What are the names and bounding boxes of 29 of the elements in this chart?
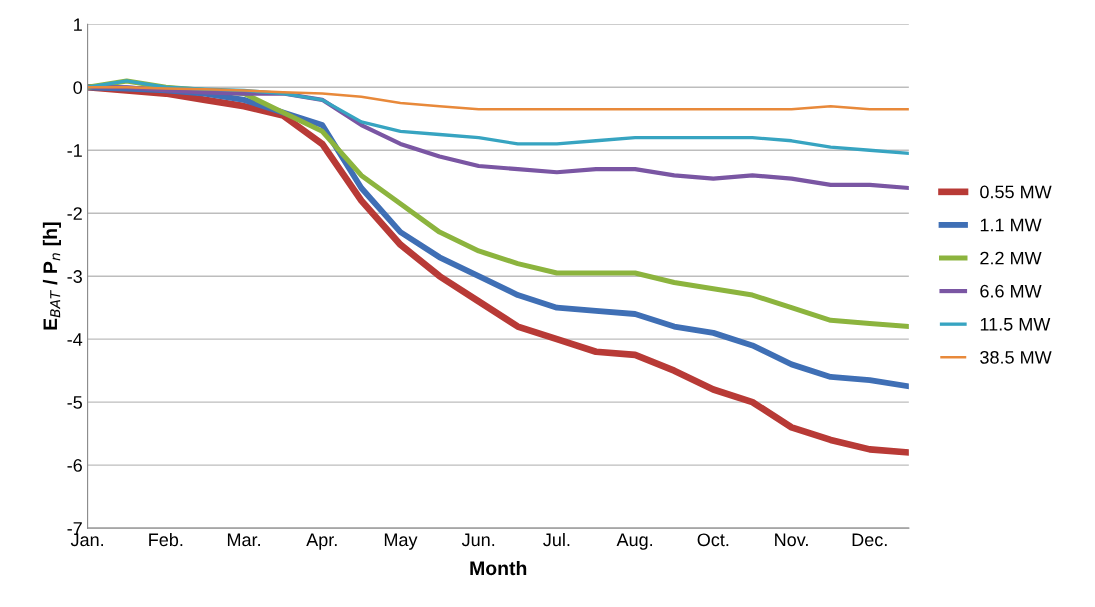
y-tick-label: -5 xyxy=(67,396,82,409)
y-tick-label: -1 xyxy=(67,144,82,157)
x-tick-label: Jul. xyxy=(543,532,570,547)
y-tick-label: -6 xyxy=(67,459,82,472)
legend-label: 2.2 MW xyxy=(980,251,1042,265)
y-tick-label: -3 xyxy=(67,270,82,283)
x-tick-label: Apr. xyxy=(306,533,337,550)
x-tick-label: May xyxy=(384,533,418,550)
legend-label: 6.6 MW xyxy=(980,284,1042,298)
x-tick-label: Jan. xyxy=(70,533,104,547)
x-tick-label: Feb. xyxy=(149,532,183,547)
legend-label: 0.55 MW xyxy=(980,185,1052,199)
y-tick-label: -4 xyxy=(67,333,83,346)
x-axis-title: Month xyxy=(470,560,527,576)
x-tick-label: Aug. xyxy=(616,533,653,550)
y-tick-label: 1 xyxy=(74,18,82,31)
x-tick-label: Dec. xyxy=(852,533,887,547)
x-tick-label: Mar. xyxy=(227,533,260,547)
x-tick-label: Nov. xyxy=(775,533,808,547)
legend-label: 11.5 MW xyxy=(980,318,1051,331)
legend-label: 1.1 MW xyxy=(980,218,1042,232)
y-tick-label: 0 xyxy=(73,81,83,94)
legend-label: 38.5 MW xyxy=(980,350,1052,364)
x-tick-label: Jun. xyxy=(461,533,495,547)
y-axis-title: E$_{BAT}$ / P$_{n}$ [h] xyxy=(42,222,61,330)
y-tick-label: -2 xyxy=(67,207,82,220)
x-tick-label: Oct. xyxy=(697,533,729,547)
y-tick-label: -7 xyxy=(67,522,82,535)
line-series xyxy=(87,86,909,111)
